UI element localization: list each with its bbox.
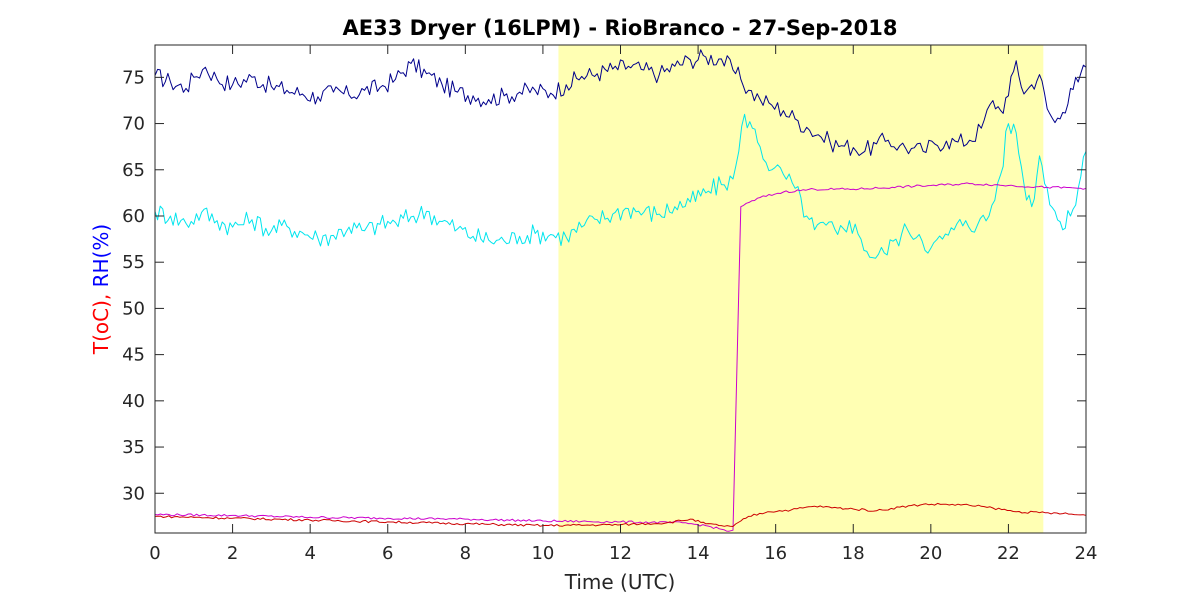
x-tick-label: 24 <box>1075 543 1098 564</box>
x-tick-label: 18 <box>842 543 865 564</box>
x-tick-label: 4 <box>304 543 315 564</box>
x-tick-label: 20 <box>919 543 942 564</box>
y-tick-label: 50 <box>122 298 145 319</box>
y-tick-label: 35 <box>122 437 145 458</box>
x-axis-label: Time (UTC) <box>564 570 676 594</box>
series-line-4 <box>154 502 1087 527</box>
series-line-2 <box>154 113 1087 259</box>
y-axis-label-part-2: RH(%) <box>89 224 113 294</box>
y-tick-label: 55 <box>122 252 145 273</box>
x-tick-label: 12 <box>609 543 632 564</box>
x-tick-label: 8 <box>460 543 471 564</box>
shaded-region-layer <box>558 45 1044 533</box>
ticks-layer: 0 2 4 6 8 10 12 14 16 18 20 22 243035404550556065707… <box>122 45 1097 564</box>
series-line-3 <box>154 182 1087 532</box>
x-tick-label: 22 <box>997 543 1020 564</box>
chart-title: AE33 Dryer (16LPM) - RioBranco - 27-Sep-… <box>343 16 898 40</box>
y-tick-label: 45 <box>122 345 145 366</box>
x-tick-label: 2 <box>227 543 238 564</box>
y-axis-label-part-1: T(oC), <box>89 294 113 355</box>
x-tick-label: 10 <box>531 543 554 564</box>
y-tick-label: 70 <box>122 114 145 135</box>
series-layer <box>154 49 1087 532</box>
y-tick-label: 30 <box>122 483 145 504</box>
x-tick-label: 0 <box>149 543 160 564</box>
y-axis-label: T(oC), RH(%) <box>89 224 113 355</box>
shaded-region <box>558 45 1044 533</box>
y-tick-label: 40 <box>122 391 145 412</box>
x-tick-label: 14 <box>687 543 710 564</box>
y-tick-label: 60 <box>122 206 145 227</box>
series-line-1 <box>154 49 1087 156</box>
y-tick-label: 75 <box>122 67 145 88</box>
x-tick-label: 6 <box>382 543 393 564</box>
y-tick-label: 65 <box>122 160 145 181</box>
x-tick-label: 16 <box>764 543 787 564</box>
